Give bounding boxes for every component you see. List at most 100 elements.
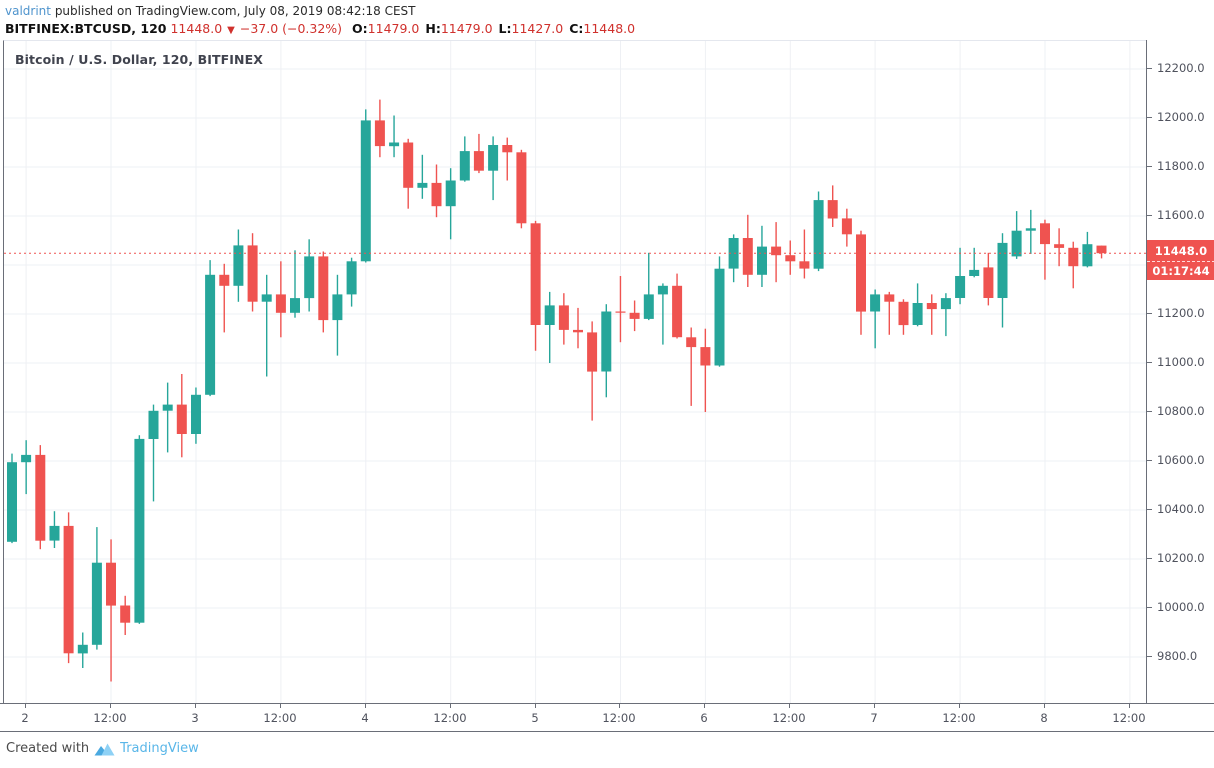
candle-up <box>21 440 32 495</box>
candle-down <box>1040 219 1050 280</box>
candle-up <box>657 283 668 345</box>
time-axis-tick <box>365 704 366 708</box>
time-axis-label: 6 <box>700 711 708 725</box>
candle-down <box>686 327 697 406</box>
candle-down <box>1096 245 1107 259</box>
ohlc-label: C: <box>569 21 584 36</box>
ticker-line: BITFINEX:BTCUSD, 120 11448.0 ▼ −37.0 (−0… <box>5 20 905 39</box>
time-axis-label: 7 <box>870 711 878 725</box>
candle-up <box>49 511 60 548</box>
candle-up <box>912 283 923 327</box>
candle-up <box>205 260 216 397</box>
bar-countdown: 01:17:44 <box>1147 261 1214 280</box>
candle-up <box>643 252 654 321</box>
candle-down <box>558 293 569 345</box>
candle-up <box>417 154 428 199</box>
candle-down <box>615 276 626 343</box>
candle-down <box>785 240 796 275</box>
price-axis-label: 10200.0 <box>1147 551 1205 565</box>
time-axis-label: 4 <box>361 711 369 725</box>
ohlc-label: H: <box>425 21 441 36</box>
candle-up <box>191 387 201 444</box>
candle-down <box>827 185 838 227</box>
candle-down <box>318 251 329 333</box>
ohlc-values: O:11479.0 H:11479.0 L:11427.0 C:11448.0 <box>346 21 635 36</box>
time-axis-label: 8 <box>1040 711 1048 725</box>
time-axis-label: 12:00 <box>263 711 297 725</box>
time-axis-label: 12:00 <box>93 711 127 725</box>
candle-up <box>488 136 499 201</box>
candle-down <box>771 222 782 283</box>
candle-down <box>403 138 414 209</box>
time-axis-tick <box>110 704 111 708</box>
candle-down <box>884 291 895 335</box>
time-axis-tick <box>25 704 26 708</box>
candle-down <box>1054 228 1065 267</box>
time-axis-tick <box>959 704 960 708</box>
candle-up <box>955 247 966 305</box>
price-axis-label: 10400.0 <box>1147 502 1205 516</box>
candle-down <box>983 252 994 306</box>
candles <box>7 99 1107 682</box>
time-axis-label: 5 <box>531 711 539 725</box>
candle-up <box>304 239 315 312</box>
candle-down <box>700 328 711 412</box>
ohlc-value: 11479.0 <box>440 21 493 36</box>
tradingview-link[interactable]: TradingView <box>120 741 199 756</box>
time-axis-tick <box>789 704 790 708</box>
candlestick-plot <box>4 41 1147 704</box>
ohlc-value: 11448.0 <box>583 21 636 36</box>
price-axis-label: 11200.0 <box>1147 306 1205 320</box>
price-axis-label: 12200.0 <box>1147 61 1205 75</box>
candle-up <box>544 291 555 363</box>
footer: Created with TradingView <box>6 741 199 756</box>
time-axis-tick <box>195 704 196 708</box>
symbol-label: BITFINEX:BTCUSD, 120 <box>5 21 167 36</box>
price-axis-label: 11000.0 <box>1147 355 1205 369</box>
candle-up <box>91 527 102 650</box>
candle-down <box>629 300 640 332</box>
time-axis-label: 12:00 <box>772 711 806 725</box>
ohlc-label: L: <box>498 21 512 36</box>
price-axis[interactable]: 11448.0 01:17:44 12200.0 12000.0 11800.0 11… <box>1146 40 1214 730</box>
time-axis-tick <box>619 704 620 708</box>
candlestick-chart[interactable]: Bitcoin / U.S. Dollar, 120, BITFINEX <box>3 40 1147 704</box>
time-axis-tick <box>704 704 705 708</box>
candle-up <box>940 293 951 337</box>
candle-up <box>870 289 881 349</box>
candle-up <box>261 274 272 377</box>
candle-down <box>106 539 116 682</box>
price-axis-label: 9800.0 <box>1147 649 1197 663</box>
candle-down <box>742 214 753 287</box>
candle-up <box>757 225 767 287</box>
candle-up <box>1011 211 1022 259</box>
time-axis[interactable]: 2 12:00 3 12:00 4 12:00 5 12:00 6 12:00 7 12:00 8 12:… <box>0 703 1214 732</box>
candle-down <box>35 445 46 550</box>
candle-down <box>275 261 286 338</box>
candle-up <box>459 136 470 182</box>
candle-down <box>473 133 484 174</box>
publish-header: valdrint published on TradingView.com, J… <box>5 3 905 39</box>
candle-up <box>728 234 739 283</box>
candle-up <box>233 229 244 302</box>
author-link[interactable]: valdrint <box>5 4 51 18</box>
vertical-gridlines <box>25 41 1131 704</box>
time-axis-tick <box>874 704 875 708</box>
last-price-value: 11448.0 <box>170 21 223 36</box>
price-axis-label: 12000.0 <box>1147 110 1205 124</box>
ohlc-label: O: <box>352 21 368 36</box>
time-axis-label: 12:00 <box>433 711 467 725</box>
candle-up <box>445 168 456 240</box>
candle-down <box>926 294 937 335</box>
candle-down <box>898 299 909 335</box>
price-axis-label: 11600.0 <box>1147 208 1205 222</box>
candle-down <box>431 164 442 218</box>
candle-down <box>573 307 583 349</box>
price-axis-label: 10600.0 <box>1147 453 1205 467</box>
time-axis-label: 12:00 <box>1112 711 1146 725</box>
candle-down <box>530 220 541 351</box>
candle-down <box>1068 241 1079 289</box>
candle-up <box>714 256 725 367</box>
candle-up <box>1025 209 1036 254</box>
